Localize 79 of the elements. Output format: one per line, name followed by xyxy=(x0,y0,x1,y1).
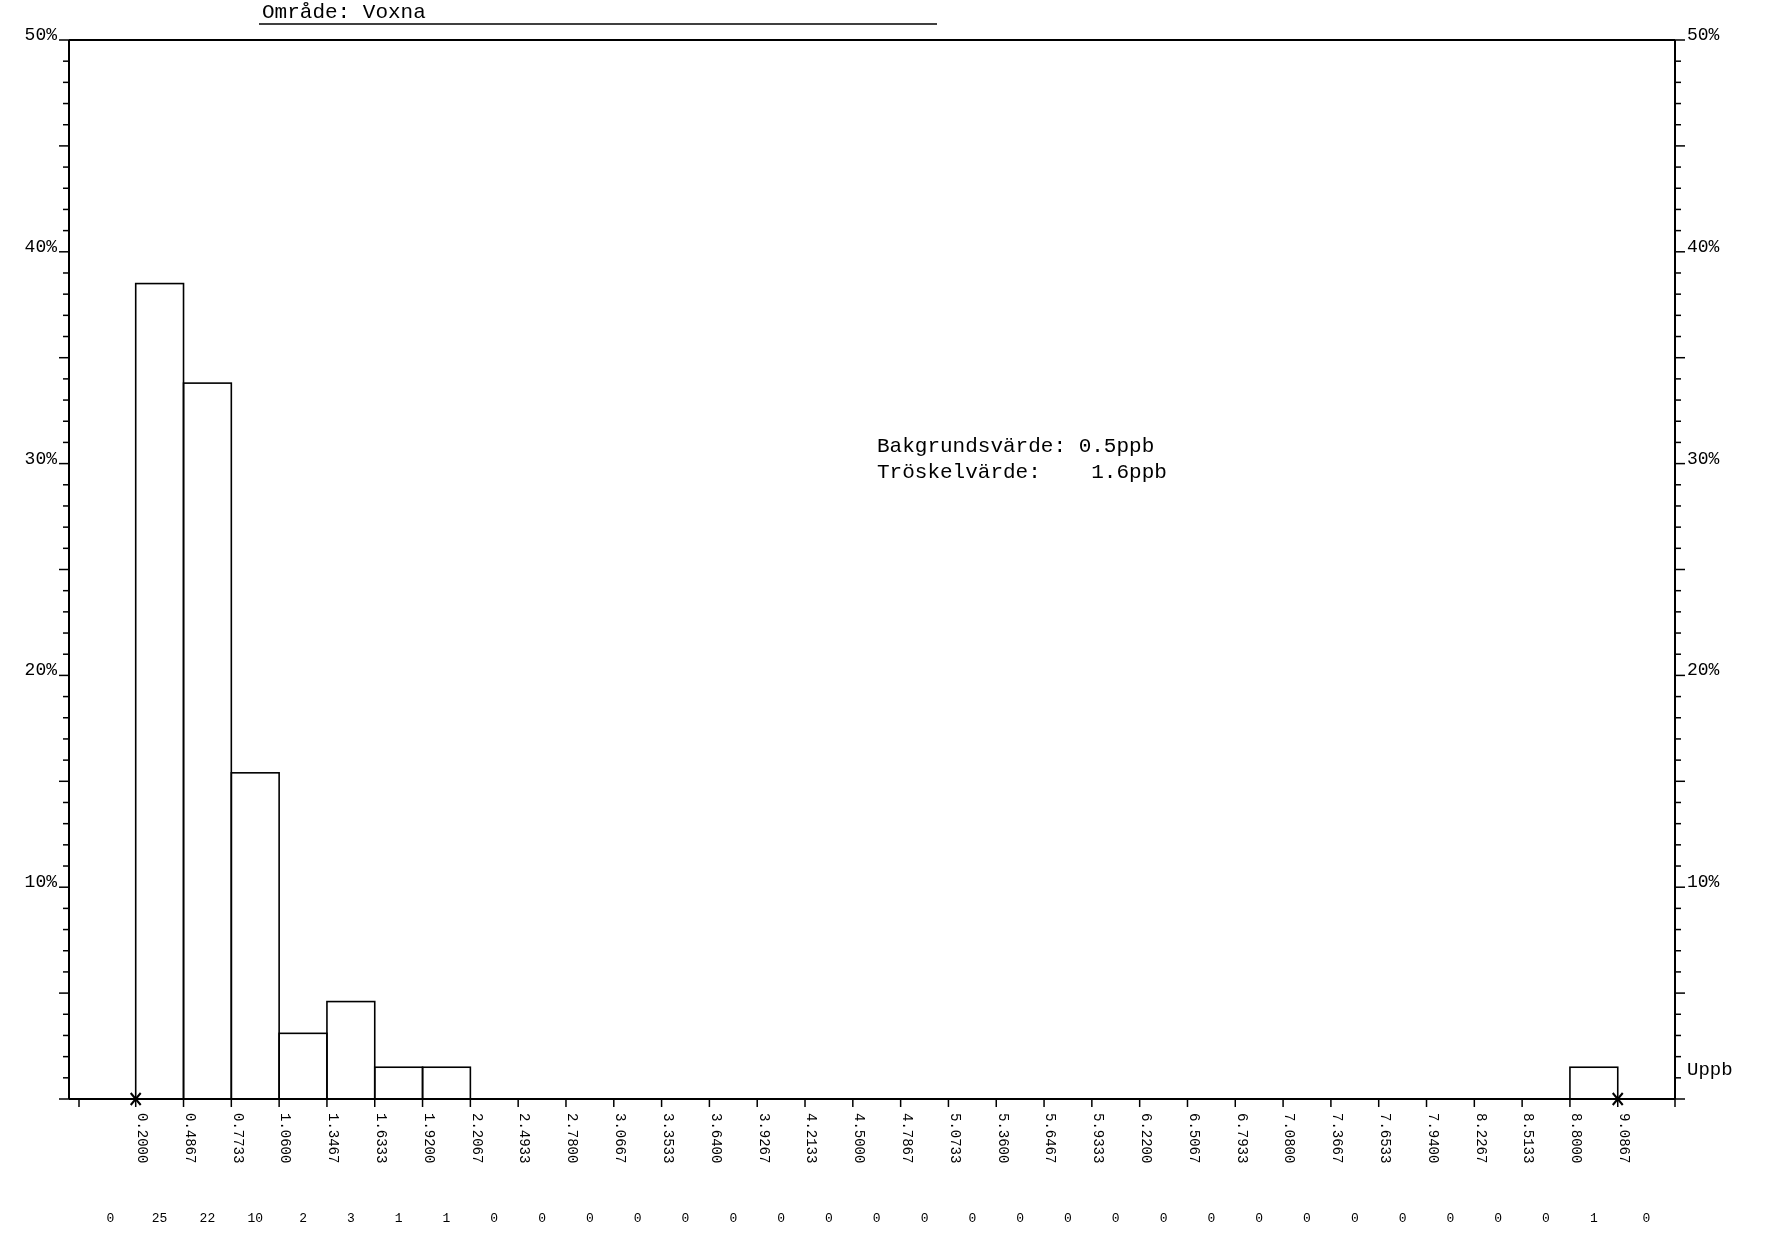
x-tick-label: 4.7867 xyxy=(898,1113,915,1164)
x-tick-label: 9.0867 xyxy=(1616,1113,1633,1164)
text: 0 xyxy=(106,1211,115,1226)
x-tick-label: 7.0800 xyxy=(1281,1113,1298,1164)
y-tick-label: 40% xyxy=(24,236,58,257)
text: 10 xyxy=(247,1211,264,1226)
x-tick-label: 8.2267 xyxy=(1472,1113,1489,1164)
text: 0 xyxy=(681,1211,690,1226)
text: 0 xyxy=(1542,1211,1550,1226)
chart-title: Område: Voxna xyxy=(262,1,426,24)
x-tick-label: 1.9200 xyxy=(420,1113,437,1164)
text: 1 xyxy=(442,1211,451,1226)
text: 0 xyxy=(1494,1211,1503,1226)
text: 0 xyxy=(1350,1211,1359,1226)
y-tick-label: 20% xyxy=(24,660,58,681)
text: 0 xyxy=(1398,1211,1407,1226)
x-tick-label: 0.7733 xyxy=(229,1113,246,1164)
text: 0 xyxy=(920,1211,929,1226)
x-tick-label: 8.5133 xyxy=(1520,1113,1537,1164)
text: 0 xyxy=(729,1211,738,1226)
x-tick-label: 7.6533 xyxy=(1377,1113,1393,1164)
text: 0 xyxy=(538,1211,546,1226)
text: 3 xyxy=(346,1211,355,1226)
x-tick-label: 5.0733 xyxy=(946,1113,963,1164)
x-tick-label: 5.3600 xyxy=(994,1113,1011,1164)
y2-tick-label: 10% xyxy=(1687,872,1720,893)
x-axis-title: Uppb xyxy=(1687,1059,1733,1081)
text: 2 xyxy=(299,1211,307,1226)
x-tick-label: 1.0600 xyxy=(277,1113,294,1164)
text: 0 xyxy=(1446,1211,1455,1226)
text: 0 xyxy=(490,1211,499,1226)
text: 0 xyxy=(1159,1211,1168,1226)
x-tick-label: 6.7933 xyxy=(1233,1113,1250,1164)
x-tick-label: 3.3533 xyxy=(659,1113,676,1164)
text: 0 xyxy=(1207,1211,1216,1226)
x-tick-label: 5.6467 xyxy=(1042,1113,1059,1164)
x-tick-label: 3.9267 xyxy=(755,1113,772,1164)
y-tick-label: 50% xyxy=(24,25,58,45)
x-tick-label: 2.7800 xyxy=(564,1113,581,1164)
text: 0 xyxy=(1642,1211,1651,1226)
text: 25 xyxy=(151,1211,168,1226)
y2-tick-label: 30% xyxy=(1687,448,1720,469)
text: 0 xyxy=(872,1211,881,1226)
x-tick-label: 2.2067 xyxy=(468,1113,485,1164)
x-tick-label: 0.2000 xyxy=(134,1113,151,1164)
text: 22 xyxy=(199,1211,216,1226)
text: 0 xyxy=(1303,1211,1311,1226)
x-tick-label: 3.0667 xyxy=(612,1113,629,1164)
text: 1 xyxy=(394,1211,403,1226)
text: 0 xyxy=(1016,1211,1025,1226)
x-tick-label: 8.8000 xyxy=(1568,1113,1585,1164)
text: 0 xyxy=(585,1211,594,1226)
text: 0 xyxy=(1255,1211,1264,1226)
x-tick-label: 0.4867 xyxy=(181,1113,198,1164)
text: 0 xyxy=(968,1211,977,1226)
annotation: Bakgrundsvärde: 0.5ppb xyxy=(877,435,1155,458)
text: 1 xyxy=(1589,1211,1598,1226)
text: 0 xyxy=(777,1211,786,1226)
text: 0 xyxy=(633,1211,642,1226)
x-tick-label: 4.2133 xyxy=(803,1113,820,1164)
y2-tick-label: 20% xyxy=(1687,660,1720,681)
text: 0 xyxy=(1111,1211,1120,1226)
x-tick-label: 1.6333 xyxy=(373,1113,390,1164)
y-tick-label: 30% xyxy=(24,448,58,469)
text: 0 xyxy=(825,1211,833,1226)
x-tick-label: 7.3667 xyxy=(1329,1113,1346,1164)
x-tick-label: 2.4933 xyxy=(516,1113,533,1164)
text: 0 xyxy=(1064,1211,1072,1226)
y2-tick-label: 50% xyxy=(1687,25,1720,45)
x-tick-label: 7.9400 xyxy=(1424,1113,1441,1164)
annotation: Tröskelvärde: 1.6ppb xyxy=(877,461,1167,484)
y2-tick-label: 40% xyxy=(1687,236,1720,257)
x-tick-label: 1.3467 xyxy=(325,1113,342,1164)
y-tick-label: 10% xyxy=(24,872,58,893)
x-tick-label: 5.9333 xyxy=(1090,1113,1107,1164)
x-tick-label: 4.5000 xyxy=(851,1113,868,1164)
x-tick-label: 3.6400 xyxy=(707,1113,724,1164)
x-tick-label: 6.5067 xyxy=(1185,1113,1202,1164)
x-tick-label: 6.2200 xyxy=(1137,1113,1154,1164)
